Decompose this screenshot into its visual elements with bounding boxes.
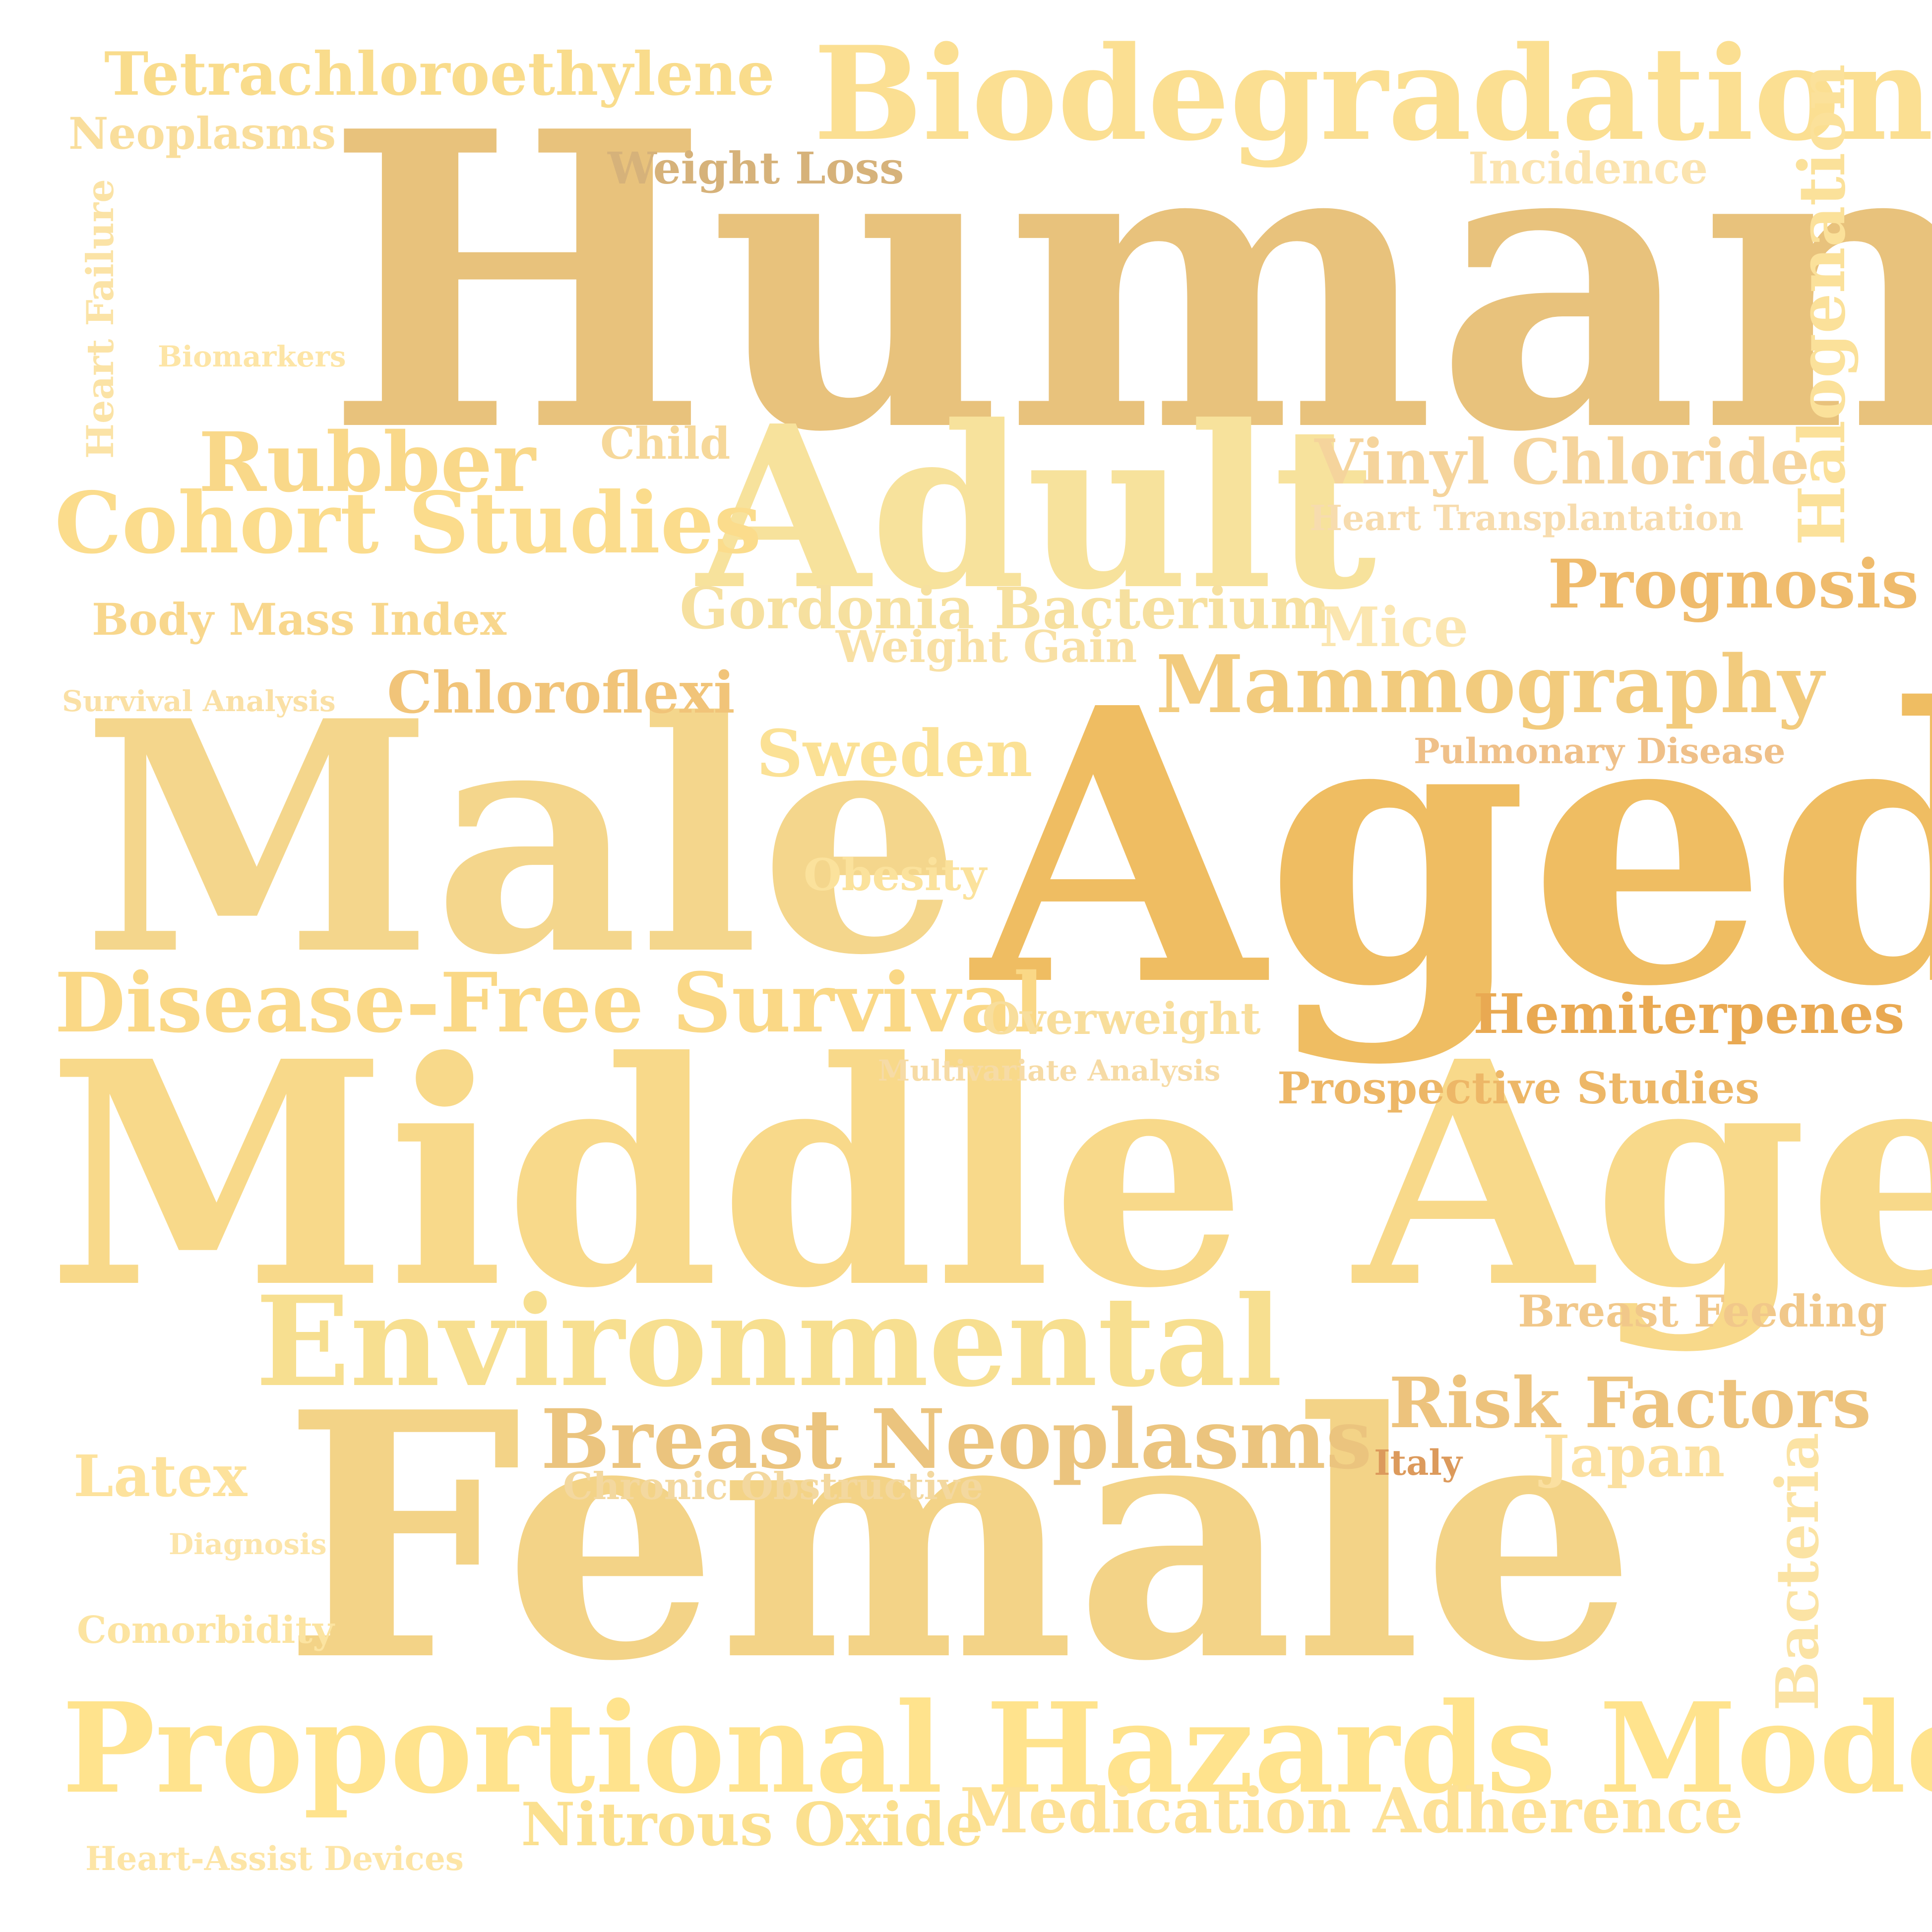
word-female: Female <box>283 1339 1637 1735</box>
word-mice: Mice <box>1319 595 1469 659</box>
word-heart-transplantation: Heart Transplantation <box>1309 497 1744 539</box>
word-breast-feeding: Breast Feeding <box>1518 1285 1887 1337</box>
word-breast-neoplasms: Breast Neoplasms <box>541 1391 1372 1487</box>
word-environmental: Environmental <box>255 1268 1283 1414</box>
word-risk-factors: Risk Factors <box>1389 1363 1871 1444</box>
word-comorbidity: Comorbidity <box>77 1608 334 1652</box>
word-middle-aged: Middle Aged <box>47 995 1932 1356</box>
word-aged: Aged <box>972 626 1932 1069</box>
word-cohort-studies: Cohort Studies <box>55 474 762 573</box>
word-disease-free-survival: Disease-Free Survival <box>55 955 1045 1051</box>
word-mammography: Mammography <box>1156 638 1824 731</box>
word-overweight: Overweight <box>982 993 1261 1044</box>
word-child: Child <box>600 418 731 469</box>
word-japan: Japan <box>1543 1423 1725 1490</box>
word-vinyl-chloride: Vinyl Chloride <box>1314 426 1810 498</box>
word-hemiterpenes: Hemiterpenes <box>1473 982 1905 1046</box>
word-prospective-studies: Prospective Studies <box>1277 1062 1760 1114</box>
word-latex: Latex <box>73 1443 248 1510</box>
word-chronic-obstructive: Chronic Obstructive <box>563 1464 984 1508</box>
word-male: Male <box>82 652 962 1025</box>
word-survival-analysis: Survival Analysis <box>62 684 336 718</box>
word-tetrachloroethylene: Tetrachloroethylene <box>104 39 775 109</box>
word-heart-assist-devices: Heart-Assist Devices <box>85 1839 464 1878</box>
word-body-mass-index: Body Mass Index <box>92 594 506 645</box>
word-humans: Humans <box>325 44 1932 521</box>
word-weight-loss: Weight Loss <box>608 142 904 194</box>
word-medication-adherence: Medication Adherence <box>960 1775 1744 1847</box>
word-heart-failure: Heart Failure <box>78 179 122 459</box>
word-diagnosis: Diagnosis <box>169 1527 327 1561</box>
word-halogenation: Halogenation <box>1785 64 1860 545</box>
word-weight-gain: Weight Gain <box>836 621 1137 672</box>
word-prognosis: Prognosis <box>1548 544 1919 623</box>
word-chloroflexi: Chloroflexi <box>387 660 735 726</box>
word-italy: Italy <box>1374 1442 1462 1483</box>
word-gordonia-bacterium: Gordonia Bacterium <box>680 575 1331 642</box>
word-biodegradation: Biodegradation <box>813 18 1932 170</box>
word-incidence: Incidence <box>1468 142 1708 194</box>
word-pulmonary-disease: Pulmonary Disease <box>1414 730 1786 772</box>
word-neoplasms: Neoplasms <box>68 108 336 159</box>
word-rubber: Rubber <box>198 414 536 510</box>
word-biomarkers: Biomarkers <box>158 340 346 373</box>
word-adult: Adult <box>697 377 1376 639</box>
word-multivariate-analysis: Multivariate Analysis <box>878 1054 1221 1087</box>
word-obesity: Obesity <box>804 849 987 901</box>
word-bacteria: Bacteria <box>1763 1432 1832 1711</box>
word-proportional-hazards-models: Proportional Hazards Models <box>62 1675 1932 1821</box>
word-sweden: Sweden <box>756 716 1033 791</box>
word-nitrous-oxide: Nitrous Oxide <box>521 1790 984 1860</box>
